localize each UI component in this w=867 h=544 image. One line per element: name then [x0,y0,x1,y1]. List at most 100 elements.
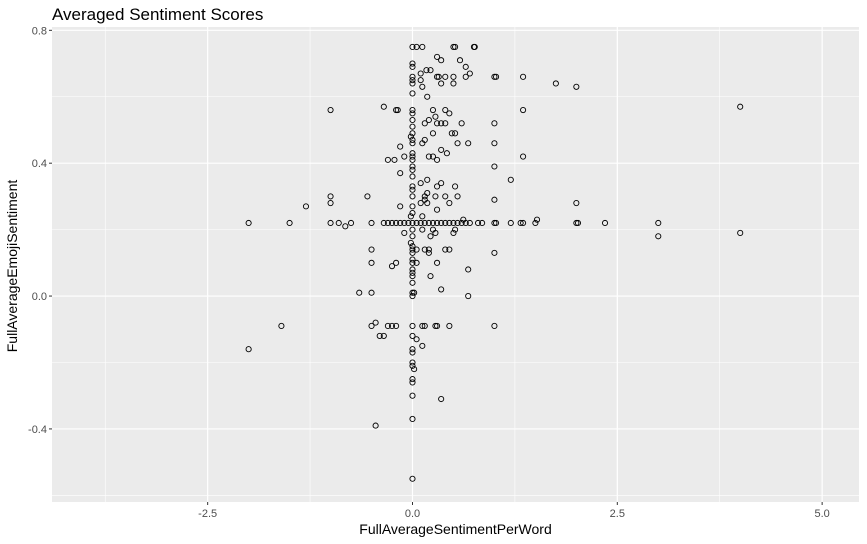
data-point [327,193,334,200]
data-point [388,322,396,330]
data-point [409,193,416,200]
data-point [435,73,442,80]
data-point [471,43,478,50]
data-point [434,206,441,213]
data-point [438,395,445,403]
data-point [573,219,580,227]
data-point [409,156,416,163]
y-tick-label: 0.0 [32,291,47,303]
data-point [342,223,349,230]
data-point [407,133,414,140]
data-point [409,63,416,70]
data-point [423,67,430,74]
data-point [493,73,500,80]
data-point [411,366,418,373]
data-point [454,140,461,147]
data-point [456,57,464,64]
data-point [356,289,363,296]
data-point [409,266,416,273]
y-tick-label: 0.4 [32,158,47,170]
data-point [409,332,416,339]
data-point [533,216,541,223]
data-point [491,120,498,127]
data-point [409,136,416,143]
data-point [335,219,342,227]
data-point [429,219,437,227]
data-point [442,106,449,114]
chart-title: Averaged Sentiment Scores [52,5,263,24]
data-point [425,153,432,160]
data-point [393,259,400,266]
data-point [364,193,371,200]
data-point [466,219,473,227]
data-point [520,73,527,80]
data-point [409,116,416,124]
data-point [454,193,461,200]
data-point [413,336,420,343]
data-point [397,219,404,227]
data-point [401,219,408,227]
data-point [442,246,449,253]
data-point [409,359,416,366]
data-point [409,203,416,210]
data-point [409,106,416,114]
data-point [380,332,387,339]
data-point [401,229,408,236]
data-point [446,110,453,117]
data-point [574,219,582,227]
x-tick-label: 0.0 [405,508,420,520]
data-point [409,77,416,84]
data-point [409,90,416,97]
x-tick-label: 2.5 [610,508,625,520]
data-point [424,93,431,100]
data-point [302,203,310,210]
data-point [434,322,441,330]
data-point [424,199,431,207]
data-point [450,219,457,227]
data-point [368,246,375,253]
data-point [491,219,498,227]
panel-background [52,27,859,502]
data-point [407,213,414,220]
data-point [425,246,432,253]
data-point [409,183,416,190]
data-point [413,246,420,253]
data-point [655,233,662,240]
data-point [491,322,498,330]
data-point [419,83,426,90]
data-point [446,322,453,330]
data-point [479,219,486,227]
data-point [419,342,426,349]
data-point [434,183,441,190]
data-point [409,209,416,217]
data-point [517,219,524,227]
data-point [442,219,449,227]
data-point [474,219,482,227]
data-point [372,422,379,429]
data-point [409,150,416,157]
data-point [368,322,375,330]
data-point [520,219,527,227]
x-tick-label: 5.0 [814,508,829,520]
data-point [327,199,334,207]
data-point [397,143,404,150]
data-point [409,273,416,280]
data-point [384,322,391,330]
data-point [421,193,428,200]
data-point [532,219,539,227]
data-point [411,289,418,296]
data-point [434,259,441,266]
data-point [442,193,449,200]
data-point [409,219,416,227]
data-point [409,259,416,266]
data-point [458,120,465,127]
data-point [409,140,416,147]
data-point [417,180,424,187]
data-point [465,266,472,273]
x-axis-ticks: -2.5 0.0 2.5 5.0 [198,502,830,520]
data-point [427,273,434,280]
data-point [417,77,424,84]
data-point [372,319,379,326]
data-point [286,219,293,227]
data-point [434,120,441,127]
